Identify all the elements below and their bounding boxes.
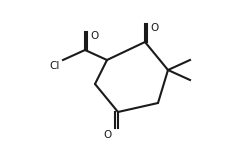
Text: Cl: Cl: [49, 61, 60, 71]
Text: O: O: [103, 130, 112, 140]
Text: O: O: [90, 31, 98, 41]
Text: O: O: [149, 23, 158, 33]
